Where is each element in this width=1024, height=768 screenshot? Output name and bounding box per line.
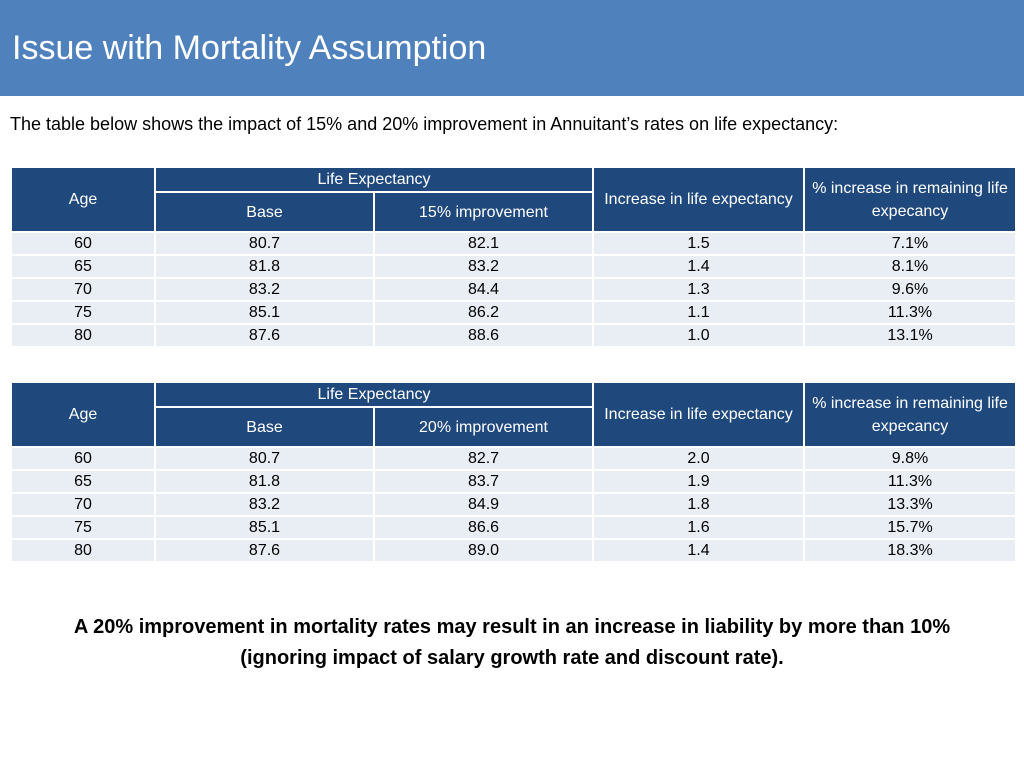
table-row: 60 80.7 82.1 1.5 7.1%: [10, 231, 1018, 256]
cell-pct-increase: 9.8%: [803, 446, 1018, 471]
header-life-expectancy: Life Expectancy: [153, 381, 595, 408]
header-life-expectancy: Life Expectancy: [153, 166, 595, 193]
cell-pct-increase: 13.1%: [803, 323, 1018, 348]
page-title: Issue with Mortality Assumption: [12, 29, 487, 67]
header-increase: Increase in life expectancy: [592, 381, 806, 448]
table-row: 70 83.2 84.9 1.8 13.3%: [10, 492, 1018, 517]
title-bar: Issue with Mortality Assumption: [0, 0, 1024, 96]
header-increase: Increase in life expectancy: [592, 166, 806, 233]
cell-base: 81.8: [154, 254, 375, 279]
cell-improved: 89.0: [372, 538, 595, 563]
cell-age: 60: [10, 231, 156, 256]
cell-base: 87.6: [154, 538, 375, 563]
table-row: 80 87.6 88.6 1.0 13.1%: [10, 323, 1018, 348]
cell-increase: 1.5: [592, 231, 806, 256]
cell-pct-increase: 13.3%: [803, 492, 1018, 517]
cell-age: 65: [10, 254, 156, 279]
table-row: 65 81.8 83.7 1.9 11.3%: [10, 469, 1018, 494]
cell-increase: 1.8: [592, 492, 806, 517]
cell-pct-increase: 15.7%: [803, 515, 1018, 540]
cell-pct-increase: 11.3%: [803, 469, 1018, 494]
cell-age: 80: [10, 538, 156, 563]
conclusion-line-2: (ignoring impact of salary growth rate a…: [240, 647, 784, 669]
cell-improved: 86.6: [372, 515, 595, 540]
header-pct-increase: % increase in remaining life expecancy: [803, 381, 1018, 448]
table-row: 60 80.7 82.7 2.0 9.8%: [10, 446, 1018, 471]
header-improvement: 15% improvement: [372, 191, 595, 233]
cell-base: 85.1: [154, 515, 375, 540]
cell-increase: 2.0: [592, 446, 806, 471]
cell-age: 70: [10, 277, 156, 302]
table-row: 65 81.8 83.2 1.4 8.1%: [10, 254, 1018, 279]
cell-increase: 1.4: [592, 254, 806, 279]
cell-pct-increase: 11.3%: [803, 300, 1018, 325]
cell-pct-increase: 9.6%: [803, 277, 1018, 302]
cell-pct-increase: 7.1%: [803, 231, 1018, 256]
table-row: 80 87.6 89.0 1.4 18.3%: [10, 538, 1018, 563]
cell-improved: 83.2: [372, 254, 595, 279]
cell-age: 65: [10, 469, 156, 494]
cell-improved: 83.7: [372, 469, 595, 494]
cell-pct-increase: 18.3%: [803, 538, 1018, 563]
header-pct-increase: % increase in remaining life expecancy: [803, 166, 1018, 233]
cell-base: 83.2: [154, 277, 375, 302]
table-row: 70 83.2 84.4 1.3 9.6%: [10, 277, 1018, 302]
cell-base: 80.7: [154, 446, 375, 471]
intro-text: The table below shows the impact of 15% …: [10, 114, 839, 134]
header-improvement: 20% improvement: [372, 406, 595, 448]
cell-improved: 84.9: [372, 492, 595, 517]
conclusion-text: A 20% improvement in mortality rates may…: [0, 612, 1024, 674]
header-base: Base: [154, 406, 375, 448]
cell-base: 80.7: [154, 231, 375, 256]
cell-age: 80: [10, 323, 156, 348]
cell-base: 81.8: [154, 469, 375, 494]
cell-increase: 1.0: [592, 323, 806, 348]
table-row: 75 85.1 86.6 1.6 15.7%: [10, 515, 1018, 540]
cell-base: 85.1: [154, 300, 375, 325]
cell-increase: 1.3: [592, 277, 806, 302]
life-expectancy-table-20: Age Life Expectancy Increase in life exp…: [10, 381, 1018, 563]
life-expectancy-table-15: Age Life Expectancy Increase in life exp…: [10, 166, 1018, 348]
cell-age: 60: [10, 446, 156, 471]
cell-base: 83.2: [154, 492, 375, 517]
cell-improved: 86.2: [372, 300, 595, 325]
cell-improved: 82.1: [372, 231, 595, 256]
cell-age: 75: [10, 515, 156, 540]
cell-base: 87.6: [154, 323, 375, 348]
cell-pct-increase: 8.1%: [803, 254, 1018, 279]
header-age: Age: [10, 381, 156, 448]
cell-increase: 1.9: [592, 469, 806, 494]
cell-improved: 88.6: [372, 323, 595, 348]
header-age: Age: [10, 166, 156, 233]
cell-increase: 1.6: [592, 515, 806, 540]
cell-age: 70: [10, 492, 156, 517]
cell-age: 75: [10, 300, 156, 325]
header-base: Base: [154, 191, 375, 233]
table-row: 75 85.1 86.2 1.1 11.3%: [10, 300, 1018, 325]
cell-increase: 1.1: [592, 300, 806, 325]
cell-improved: 84.4: [372, 277, 595, 302]
cell-increase: 1.4: [592, 538, 806, 563]
cell-improved: 82.7: [372, 446, 595, 471]
conclusion-line-1: A 20% improvement in mortality rates may…: [73, 616, 951, 638]
